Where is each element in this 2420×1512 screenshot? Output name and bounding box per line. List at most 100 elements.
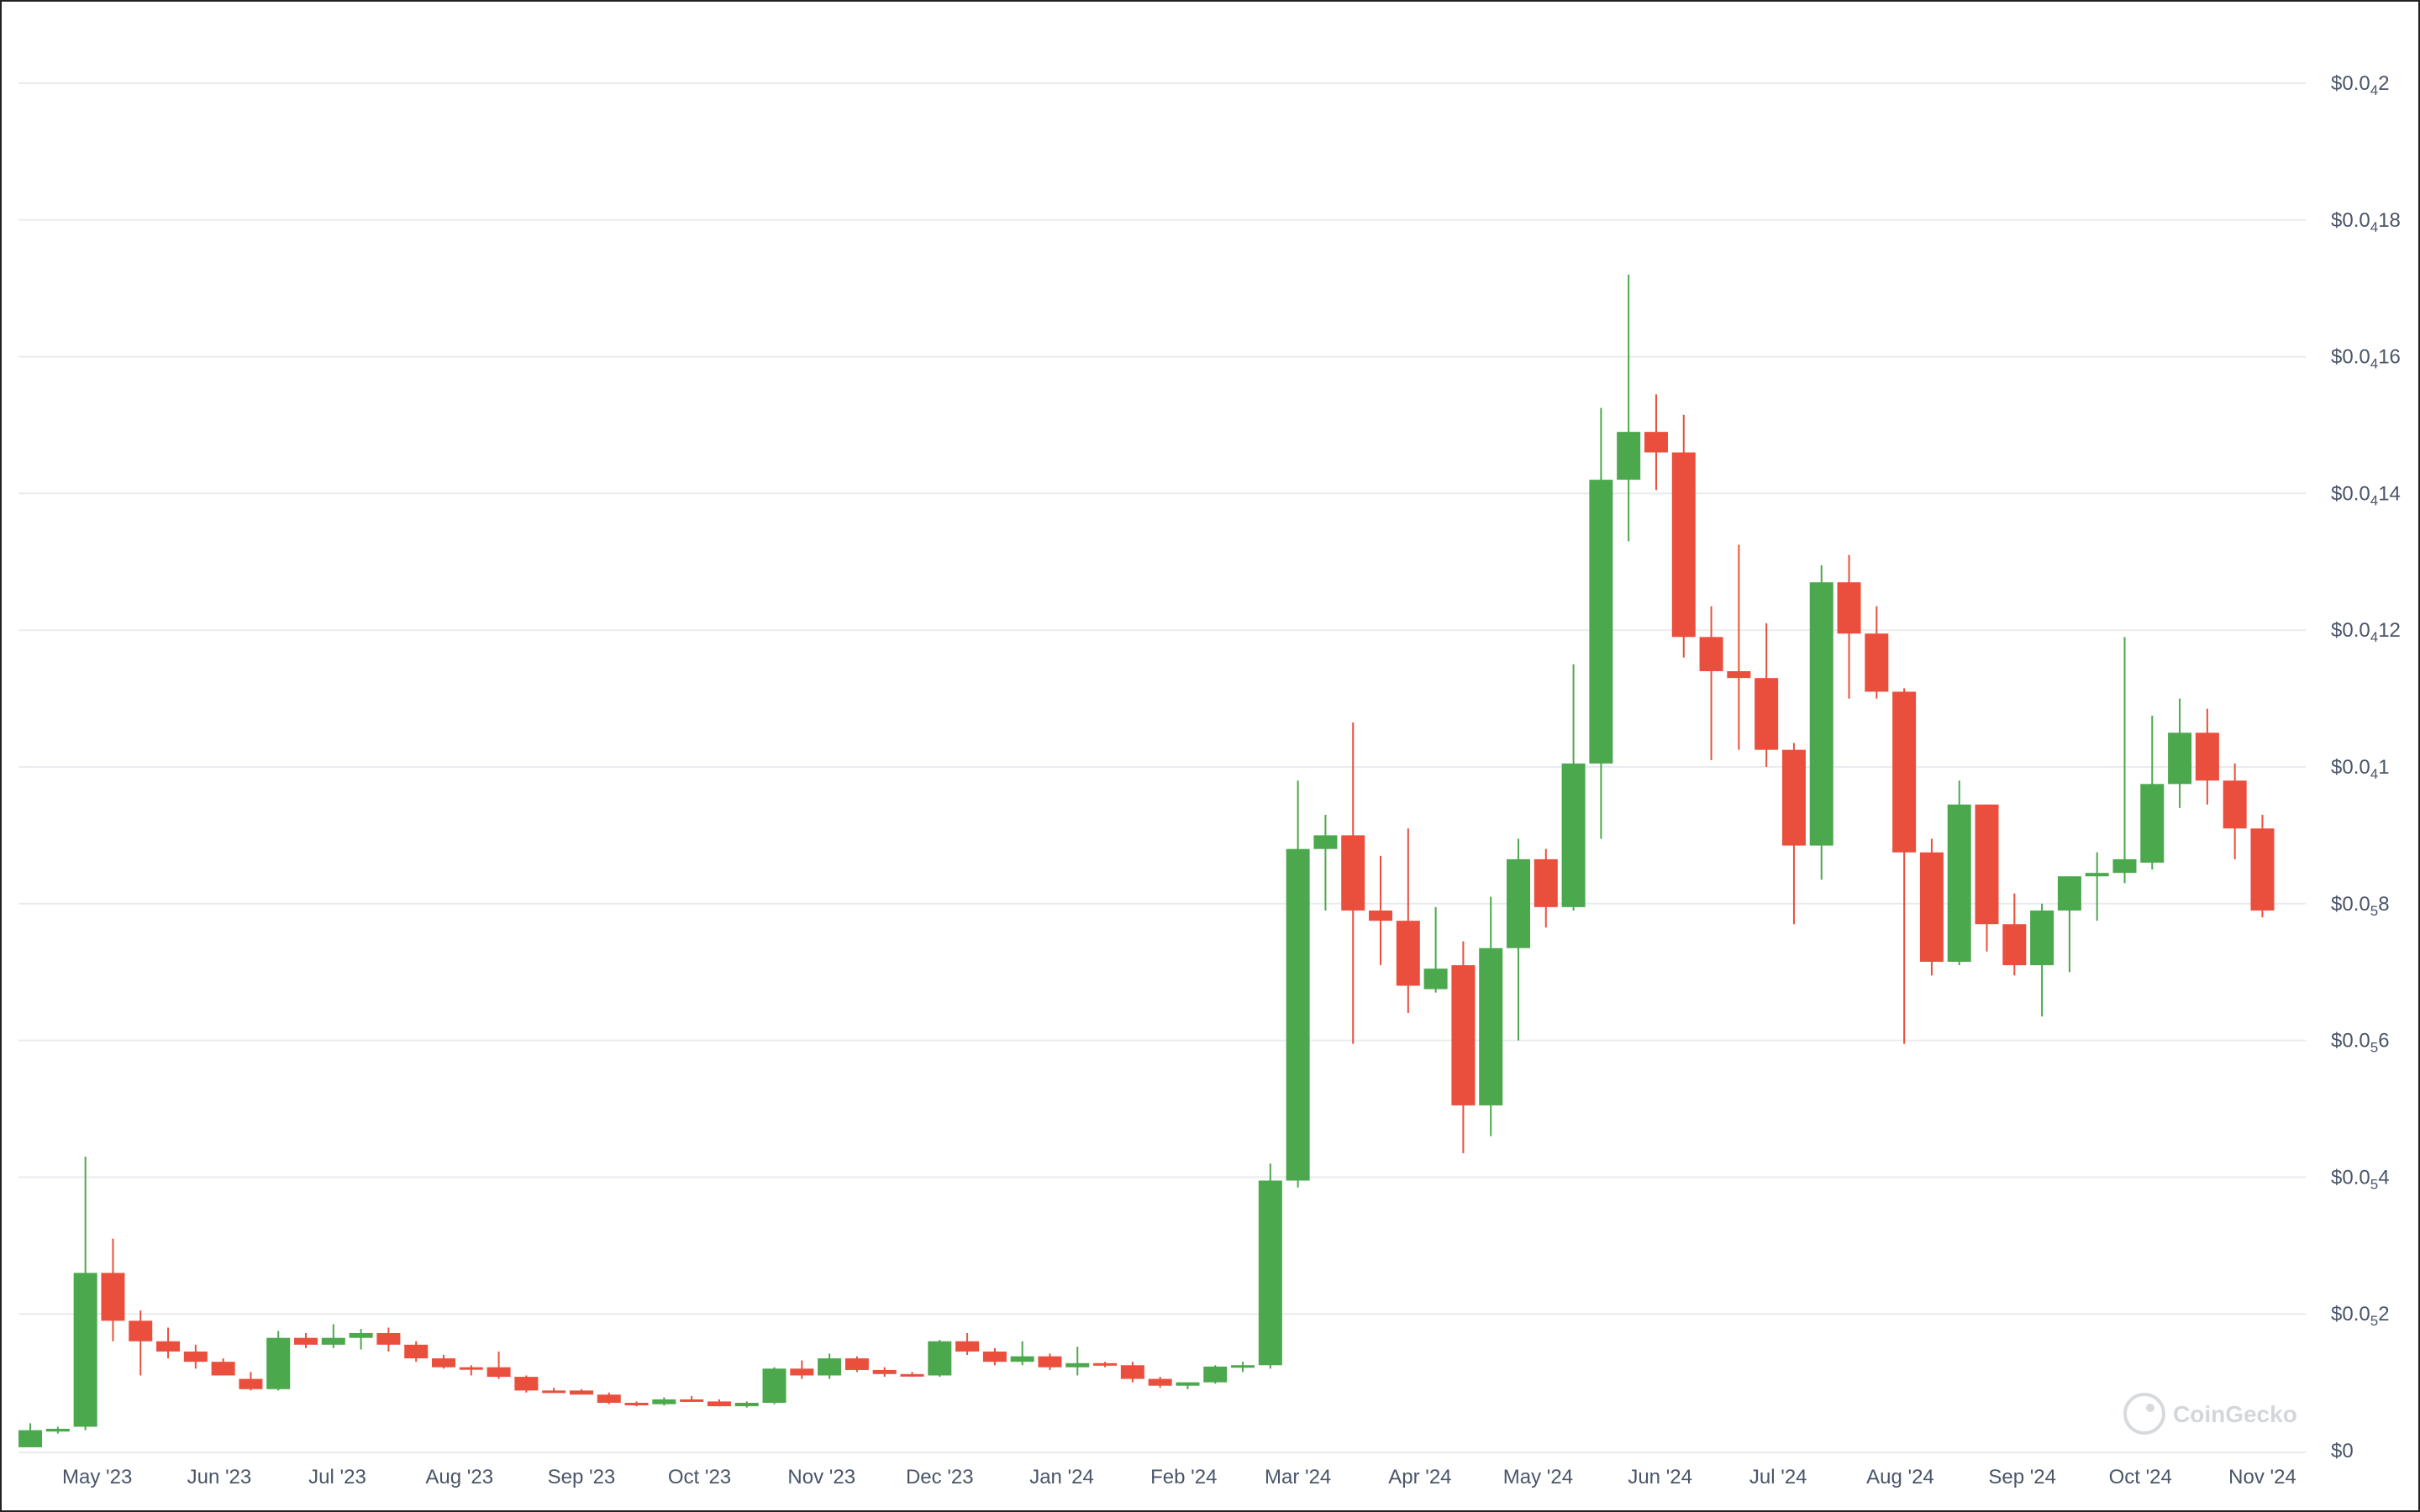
candle[interactable] — [1479, 896, 1503, 1137]
candle[interactable] — [982, 1347, 1007, 1366]
candle[interactable] — [2030, 903, 2054, 1017]
candle[interactable] — [1781, 743, 1806, 925]
candle-body — [1727, 671, 1751, 679]
candle-body — [1561, 763, 1586, 907]
candle[interactable] — [2085, 852, 2109, 921]
candle[interactable] — [928, 1340, 952, 1378]
x-tick-label: Jan '24 — [1029, 1466, 1094, 1488]
candle[interactable] — [183, 1344, 208, 1369]
candle-body — [18, 1430, 43, 1447]
candle[interactable] — [1451, 941, 1476, 1153]
candle[interactable] — [790, 1360, 814, 1379]
candle[interactable] — [624, 1401, 649, 1407]
candle[interactable] — [1644, 394, 1668, 491]
candle[interactable] — [1589, 407, 1613, 839]
candle[interactable] — [1671, 414, 1696, 658]
candle[interactable] — [762, 1367, 786, 1404]
candle[interactable] — [1231, 1362, 1255, 1373]
candle[interactable] — [1975, 804, 1999, 952]
candle[interactable] — [156, 1327, 181, 1359]
candle-body — [790, 1368, 814, 1376]
candle[interactable] — [734, 1401, 759, 1408]
candle[interactable] — [45, 1426, 70, 1434]
candle-body — [1644, 432, 1668, 453]
candle-body — [1038, 1356, 1062, 1368]
candle[interactable] — [1423, 906, 1448, 993]
candle-body — [872, 1369, 897, 1374]
candle[interactable] — [1065, 1347, 1090, 1376]
candle[interactable] — [1313, 814, 1338, 911]
candle[interactable] — [872, 1367, 897, 1378]
candle[interactable] — [707, 1399, 731, 1407]
candle[interactable] — [101, 1238, 125, 1341]
candle[interactable] — [487, 1351, 511, 1379]
candle[interactable] — [1727, 544, 1751, 750]
candle[interactable] — [1754, 623, 1779, 767]
candle[interactable] — [1010, 1341, 1034, 1366]
candle[interactable] — [2250, 814, 2275, 918]
candle[interactable] — [1947, 780, 1971, 966]
candle[interactable] — [597, 1392, 621, 1404]
candle[interactable] — [1506, 838, 1530, 1041]
candle[interactable] — [431, 1355, 455, 1369]
candle-body — [2195, 732, 2219, 781]
candle[interactable] — [404, 1341, 429, 1362]
candle[interactable] — [569, 1389, 593, 1395]
candle[interactable] — [2140, 715, 2165, 870]
candle[interactable] — [955, 1332, 980, 1356]
candle-body — [624, 1403, 649, 1406]
candle-body — [2140, 784, 2165, 863]
candle[interactable] — [239, 1372, 263, 1391]
candle-body — [1865, 633, 1889, 692]
candle[interactable] — [349, 1329, 373, 1350]
candle[interactable] — [1203, 1365, 1228, 1384]
candle[interactable] — [1148, 1377, 1172, 1389]
candle[interactable] — [1341, 722, 1365, 1044]
candle[interactable] — [680, 1395, 704, 1402]
candle[interactable] — [18, 1423, 43, 1447]
candle[interactable] — [1120, 1362, 1144, 1383]
candle[interactable] — [542, 1388, 566, 1394]
candle[interactable] — [73, 1156, 97, 1431]
candle[interactable] — [1093, 1362, 1118, 1368]
candle[interactable] — [1837, 554, 1861, 699]
candle[interactable] — [2112, 637, 2137, 884]
candle[interactable] — [2057, 876, 2081, 973]
candle[interactable] — [2168, 698, 2192, 808]
candle[interactable] — [1865, 606, 1889, 699]
coingecko-watermark: CoinGecko — [2123, 1393, 2297, 1435]
candle[interactable] — [1258, 1163, 1282, 1369]
candle[interactable] — [321, 1324, 345, 1348]
candle[interactable] — [129, 1310, 153, 1376]
candle[interactable] — [1919, 838, 1944, 976]
candle[interactable] — [1617, 274, 1641, 542]
candle[interactable] — [1176, 1382, 1200, 1389]
candle[interactable] — [900, 1372, 924, 1378]
candle[interactable] — [844, 1356, 869, 1373]
candle[interactable] — [2195, 708, 2219, 805]
candle[interactable] — [1534, 848, 1558, 928]
candle[interactable] — [2223, 763, 2247, 859]
candle[interactable] — [818, 1353, 842, 1379]
candle-body — [955, 1341, 980, 1352]
candle[interactable] — [1369, 855, 1393, 966]
y-axis-labels: $0 $0.052 $0.054 $0.056 $0.058 $0.041 $0.0412 $… — [2331, 72, 2401, 1462]
candle[interactable] — [1892, 688, 1917, 1044]
candle[interactable] — [2002, 893, 2027, 976]
candle[interactable] — [1561, 664, 1586, 911]
candle[interactable] — [266, 1331, 291, 1391]
candle-body — [1010, 1356, 1034, 1362]
candle[interactable] — [652, 1397, 676, 1406]
candle[interactable] — [1286, 780, 1310, 1188]
candle[interactable] — [1038, 1353, 1062, 1370]
candle[interactable] — [211, 1358, 235, 1376]
candle-body — [2112, 858, 2137, 874]
candle[interactable] — [1396, 828, 1420, 1014]
candle[interactable] — [1809, 564, 1833, 880]
candle[interactable] — [1699, 606, 1723, 760]
candle[interactable] — [459, 1365, 483, 1376]
candle[interactable] — [294, 1332, 318, 1348]
candle[interactable] — [376, 1327, 401, 1352]
candle[interactable] — [514, 1375, 539, 1393]
